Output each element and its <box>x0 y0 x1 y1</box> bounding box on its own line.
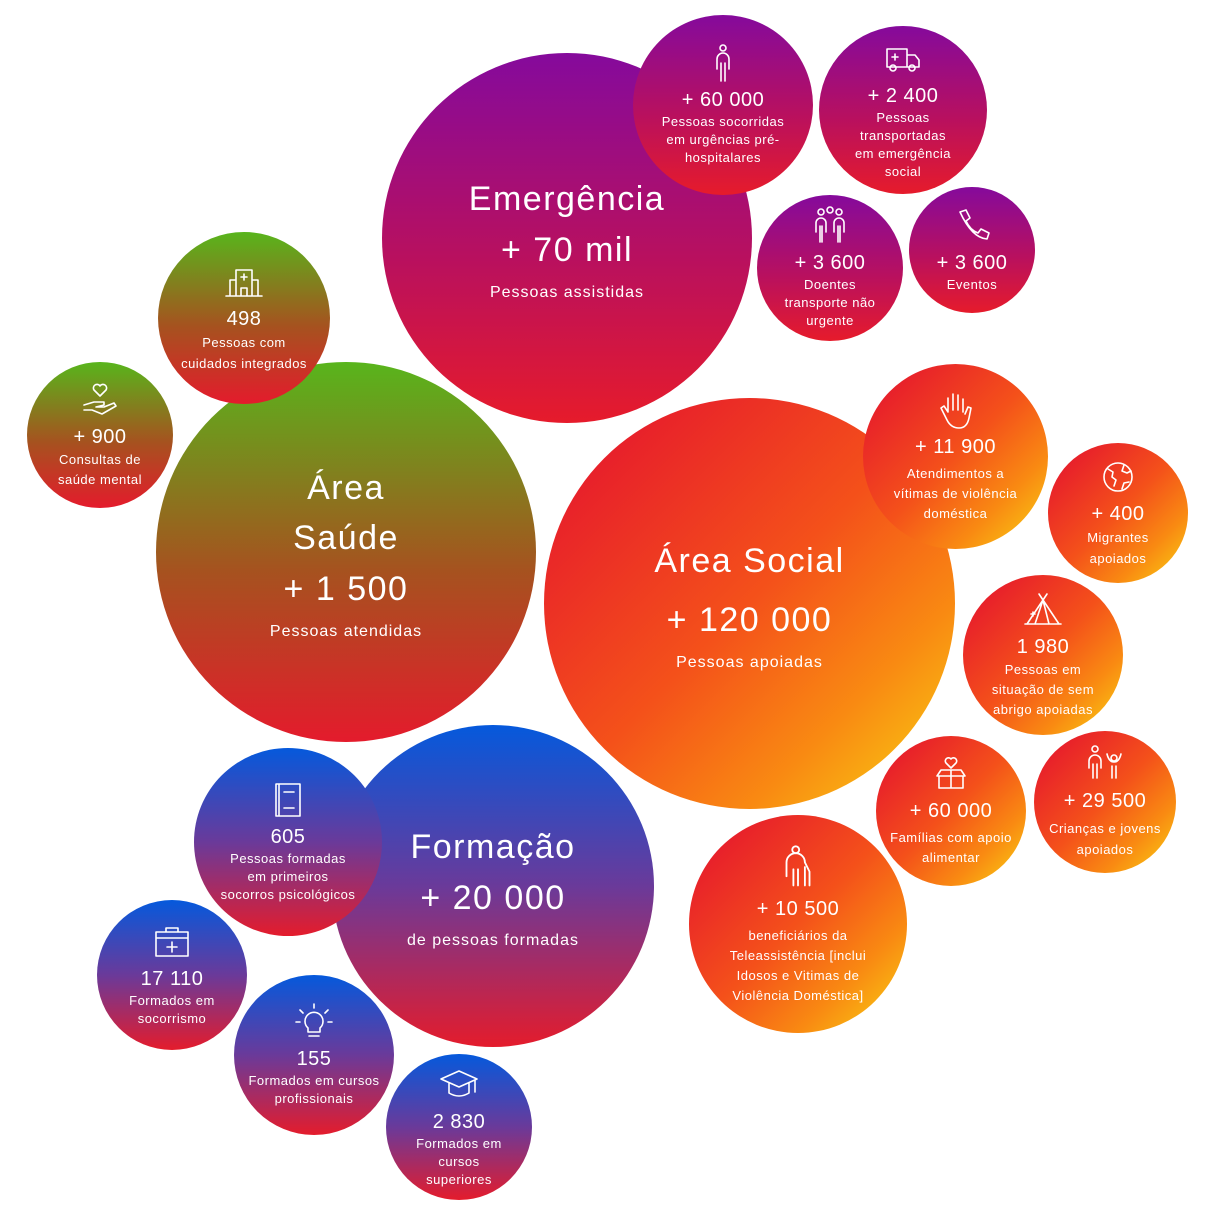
desc: de pessoas formadas <box>407 932 579 949</box>
clinic-icon <box>225 269 263 297</box>
value: 17 110 <box>140 968 204 990</box>
first-aid-kit-icon <box>155 927 189 957</box>
desc: beneficiários da Teleassistência [inclui… <box>729 928 867 1003</box>
value: + 3 600 <box>794 252 866 274</box>
bubble-migrantes: + 400 Migrantes apoiados <box>1048 443 1188 583</box>
value: + 11 900 <box>915 435 996 458</box>
value: + 1 500 <box>283 570 409 608</box>
desc: Formados em cursos profissionais <box>248 1073 380 1106</box>
value: + 20 000 <box>420 879 566 917</box>
value: + 10 500 <box>756 898 840 920</box>
value: 498 <box>226 308 262 330</box>
bubble-cursos-superiores: 2 830 Formados em cursos superiores <box>386 1054 532 1200</box>
book-icon <box>275 783 301 817</box>
bubble-primeiros-socorros-psicologicos: 605 Pessoas formadas em primeiros socorr… <box>194 748 382 936</box>
bubble-criancas-jovens: + 29 500 Crianças e jovens apoiados <box>1034 731 1176 873</box>
desc: Famílias com apoio alimentar <box>890 830 1012 865</box>
group-icon <box>815 206 845 243</box>
desc: Migrantes apoiados <box>1087 530 1149 566</box>
desc: Pessoas assistidas <box>489 284 645 301</box>
bubble-saude-mental: + 900 Consultas de saúde mental <box>27 362 173 508</box>
title: Emergência <box>468 180 666 218</box>
person-icon <box>716 44 730 82</box>
value: + 400 <box>1091 503 1145 525</box>
desc: Crianças e jovens apoiados <box>1049 821 1161 857</box>
raised-hand-icon <box>939 392 972 429</box>
bubble-cuidados-integrados: 498 Pessoas com cuidados integrados <box>158 232 330 404</box>
value: + 60 000 <box>909 800 993 822</box>
bubble-formacao: Formação + 20 000 de pessoas formadas <box>332 725 654 1047</box>
bubble-apoio-alimentar: + 60 000 Famílias com apoio alimentar <box>876 736 1026 886</box>
bubble-saude: Área Saúde + 1 500 Pessoas atendidas <box>156 362 536 742</box>
value: + 900 <box>73 426 127 448</box>
bubble-cursos-profissionais: 155 Formados em cursos profissionais <box>234 975 394 1135</box>
desc: Pessoas socorridas em urgências pré-hosp… <box>661 114 785 165</box>
value: + 70 mil <box>501 231 633 269</box>
ambulance-icon <box>886 48 920 72</box>
bubble-doentes: + 3 600 Doentes transporte não urgente <box>757 195 903 341</box>
bubble-teleassistencia: + 10 500 beneficiários da Teleassistênci… <box>689 815 907 1033</box>
value: + 120 000 <box>666 600 833 639</box>
heart-hand-icon <box>83 383 117 415</box>
desc: Consultas de saúde mental <box>57 452 143 487</box>
tent-icon <box>1024 593 1062 625</box>
elderly-icon <box>785 845 811 887</box>
title: Área Saúde <box>293 469 399 557</box>
bubble-transporte-social: + 2 400 Pessoas transportadas em emergên… <box>819 26 987 194</box>
desc: Doentes transporte não urgente <box>784 277 876 328</box>
value: 605 <box>270 826 306 848</box>
desc: Formados em socorrismo <box>129 993 215 1026</box>
desc: Pessoas transportadas em emergência soci… <box>854 110 952 179</box>
graduation-cap-icon <box>440 1070 478 1097</box>
value: + 29 500 <box>1063 790 1147 812</box>
phone-icon <box>959 209 990 240</box>
bubble-violencia-domestica: + 11 900 Atendimentos a vítimas de violê… <box>863 364 1048 549</box>
desc: Pessoas formadas em primeiros socorros p… <box>220 851 356 902</box>
heart-box-icon <box>936 757 966 789</box>
desc: Atendimentos a vítimas de violência domé… <box>893 465 1018 521</box>
desc: Pessoas apoiadas <box>676 653 823 671</box>
title: Formação <box>410 828 576 866</box>
desc: Pessoas em situação de sem abrigo apoiad… <box>991 662 1095 717</box>
lightbulb-icon <box>295 1003 333 1037</box>
value: 2 830 <box>432 1111 486 1133</box>
value: + 60 000 <box>681 89 765 111</box>
adult-child-icon <box>1088 745 1122 779</box>
desc: Pessoas com cuidados integrados <box>181 335 307 371</box>
desc: Formados em cursos superiores <box>416 1136 502 1187</box>
desc: Pessoas atendidas <box>269 623 423 640</box>
title: Área Social <box>654 541 845 580</box>
value: 1 980 <box>1016 636 1070 658</box>
value: + 3 600 <box>936 252 1008 274</box>
desc: Eventos <box>946 277 998 292</box>
bubble-urgencias: + 60 000 Pessoas socorridas em urgências… <box>633 15 813 195</box>
bubble-eventos: + 3 600 Eventos <box>909 187 1035 313</box>
value: + 2 400 <box>867 85 939 107</box>
bubble-sem-abrigo: 1 980 Pessoas em situação de sem abrigo … <box>963 575 1123 735</box>
bubble-socorrismo: 17 110 Formados em socorrismo <box>97 900 247 1050</box>
globe-icon <box>1103 462 1133 492</box>
value: 155 <box>296 1048 332 1070</box>
